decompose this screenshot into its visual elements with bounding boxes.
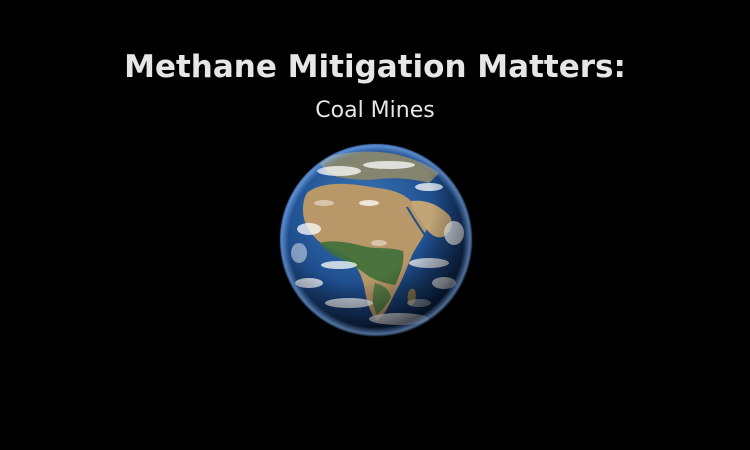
earth-globe-image bbox=[279, 143, 473, 337]
earth-globe-illustration bbox=[279, 143, 473, 337]
video-title: Methane Mitigation Matters: bbox=[124, 49, 626, 85]
video-subtitle: Coal Mines bbox=[315, 98, 435, 123]
